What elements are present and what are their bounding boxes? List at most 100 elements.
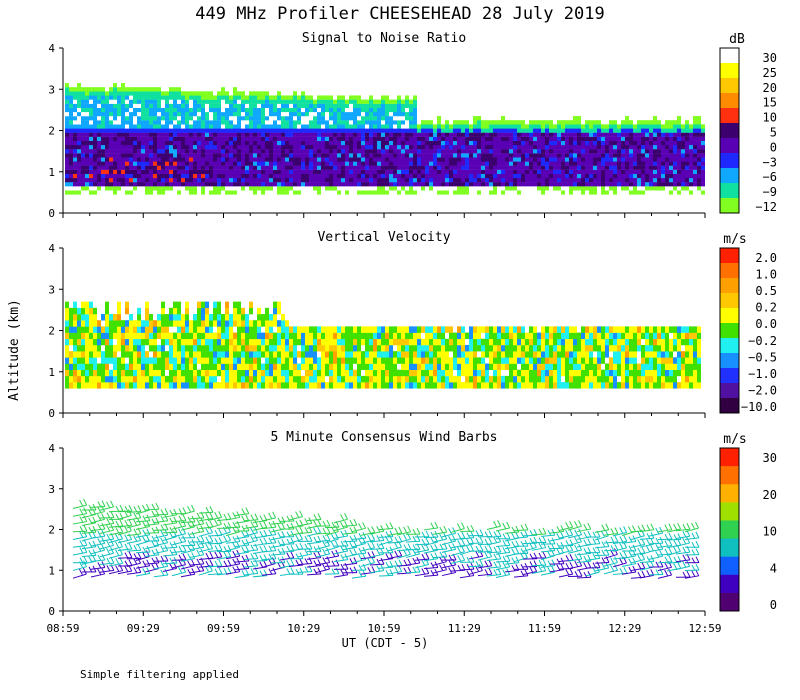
- snr-cell: [369, 177, 373, 183]
- snr-cell: [665, 157, 669, 162]
- snr-cell: [381, 177, 385, 183]
- snr-cell: [513, 140, 517, 146]
- snr-cell: [529, 144, 533, 150]
- snr-cell: [581, 157, 585, 162]
- snr-cell: [137, 120, 141, 125]
- velocity-cell: [553, 363, 557, 370]
- snr-cell: [237, 107, 241, 113]
- snr-cell: [509, 128, 513, 133]
- snr-cell: [457, 157, 461, 162]
- velocity-cell: [69, 369, 73, 377]
- snr-cell: [121, 149, 125, 154]
- velocity-cell: [529, 363, 533, 370]
- snr-cell: [293, 153, 297, 158]
- snr-cell: [365, 149, 369, 154]
- snr-cell: [185, 140, 189, 146]
- snr-cell: [409, 140, 413, 146]
- snr-cell: [229, 169, 233, 174]
- snr-cell: [217, 144, 221, 150]
- snr-cell: [457, 144, 461, 150]
- velocity-cell: [473, 363, 477, 370]
- snr-cell: [229, 132, 233, 137]
- snr-cell: [173, 91, 177, 96]
- snr-cell: [149, 95, 153, 100]
- snr-cell: [497, 177, 501, 183]
- snr-cell: [461, 161, 465, 166]
- velocity-cell: [361, 338, 365, 346]
- snr-cell: [73, 173, 77, 179]
- snr-cell: [413, 124, 417, 129]
- velocity-cell: [277, 301, 281, 309]
- snr-cell: [101, 173, 105, 179]
- snr-cell: [433, 144, 437, 150]
- snr-cell: [137, 128, 141, 133]
- snr-cell: [225, 103, 229, 108]
- snr-cell: [397, 111, 401, 117]
- snr-cell: [101, 140, 105, 146]
- snr-cell: [169, 128, 173, 133]
- velocity-cell: [513, 351, 517, 358]
- snr-cell: [129, 190, 133, 195]
- snr-cell: [625, 140, 629, 146]
- snr-cell: [629, 190, 633, 195]
- snr-cell: [545, 128, 549, 133]
- snr-cell: [213, 132, 217, 137]
- snr-cell: [605, 165, 609, 170]
- snr-cell: [73, 99, 77, 104]
- snr-cell: [73, 190, 77, 195]
- velocity-cell: [229, 314, 233, 321]
- snr-cell: [185, 95, 189, 100]
- velocity-cell: [489, 326, 493, 333]
- velocity-cell: [165, 382, 169, 389]
- snr-cell: [489, 182, 493, 187]
- snr-cell: [621, 165, 625, 170]
- snr-cell: [441, 132, 445, 137]
- snr-cell: [293, 190, 297, 195]
- snr-cell: [561, 140, 565, 146]
- velocity-cell: [605, 369, 609, 377]
- velocity-cell: [533, 338, 537, 346]
- snr-cell: [245, 132, 249, 137]
- snr-cell: [185, 136, 189, 141]
- snr-cell: [549, 161, 553, 166]
- velocity-cell: [429, 351, 433, 358]
- snr-cell: [477, 165, 481, 170]
- snr-cell: [361, 132, 365, 137]
- velocity-cell: [605, 332, 609, 340]
- snr-cell: [665, 177, 669, 183]
- snr-cell: [341, 103, 345, 108]
- snr-cell: [301, 99, 305, 104]
- snr-cell: [533, 190, 537, 195]
- snr-cell: [393, 124, 397, 129]
- snr-cell: [365, 190, 369, 195]
- velocity-cell: [301, 338, 305, 346]
- snr-cell: [673, 190, 677, 195]
- velocity-cell: [349, 332, 353, 340]
- snr-cell: [637, 124, 641, 129]
- snr-cell: [429, 144, 433, 150]
- snr-cell: [353, 132, 357, 137]
- snr-cell: [413, 157, 417, 162]
- snr-cell: [245, 149, 249, 154]
- snr-cell: [201, 111, 205, 117]
- snr-cell: [213, 95, 217, 100]
- snr-cell: [493, 186, 497, 191]
- snr-cell: [501, 140, 505, 146]
- snr-cell: [617, 153, 621, 158]
- velocity-cell: [221, 351, 225, 358]
- snr-cell: [465, 190, 469, 195]
- velocity-cell: [305, 357, 309, 364]
- snr-cell: [189, 149, 193, 154]
- snr-cell: [193, 136, 197, 141]
- snr-cell: [673, 153, 677, 158]
- velocity-cell: [233, 357, 237, 364]
- snr-cell: [121, 99, 125, 104]
- snr-cell: [509, 120, 513, 125]
- velocity-cell: [629, 332, 633, 340]
- snr-cell: [185, 116, 189, 121]
- snr-cell: [349, 149, 353, 154]
- snr-cell: [281, 103, 285, 108]
- snr-cell: [373, 186, 377, 191]
- snr-cell: [129, 157, 133, 162]
- snr-cell: [133, 169, 137, 174]
